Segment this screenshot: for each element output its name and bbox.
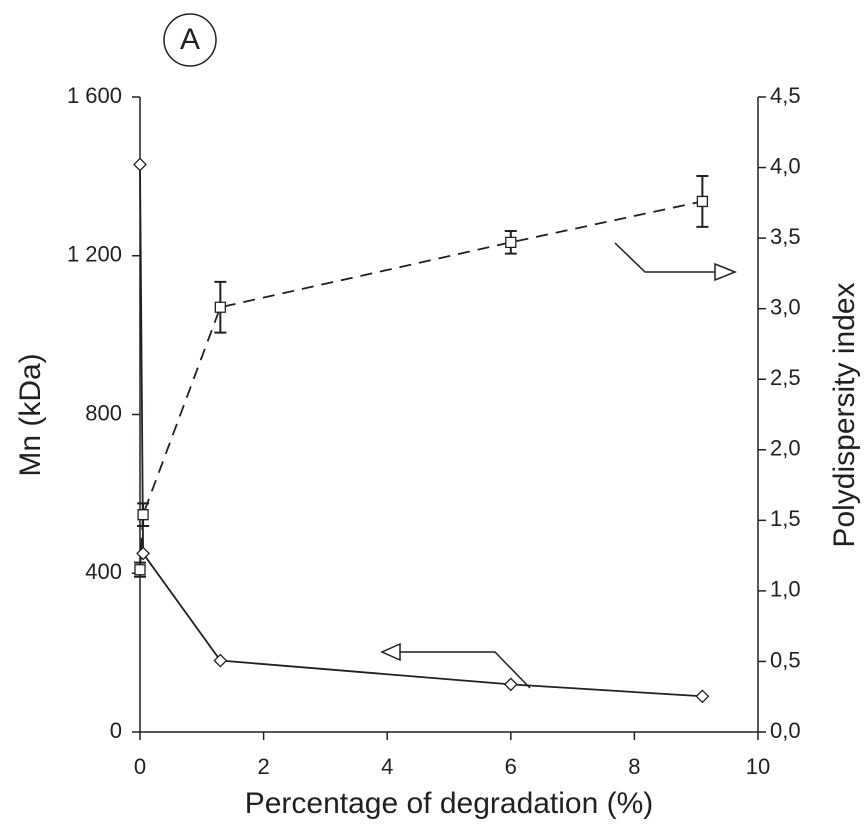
marker — [137, 509, 149, 521]
y2-tick-label: 0,5 — [770, 647, 801, 672]
arrow-left-head — [380, 642, 401, 662]
y-tick-label: 1 200 — [67, 242, 122, 267]
y2-tick-label: 1,0 — [770, 577, 801, 602]
y-axis-title: Mn (kDa) — [14, 353, 47, 476]
series-line — [139, 200, 703, 570]
x-tick-label: 4 — [381, 754, 393, 779]
arrow-left-line — [400, 651, 531, 689]
y2-tick-label: 3,0 — [770, 294, 801, 319]
y2-tick-label: 4,0 — [770, 153, 801, 178]
marker — [505, 236, 517, 248]
y2-tick-label: 4,5 — [770, 83, 801, 108]
y2-tick-label: 1,5 — [770, 506, 801, 531]
x-tick-label: 2 — [257, 754, 269, 779]
y-tick-label: 800 — [85, 400, 122, 425]
annotation-arrows — [380, 242, 738, 689]
x-tick-label: 8 — [628, 754, 640, 779]
x-tick-label: 6 — [505, 754, 517, 779]
arrow-right-line — [614, 242, 715, 273]
y2-axis-title: Polydispersity index — [828, 282, 861, 547]
panel-circle — [163, 13, 217, 67]
y2-tick-label: 2,5 — [770, 365, 801, 390]
marker — [134, 564, 146, 576]
marker — [214, 301, 226, 313]
marker — [136, 546, 151, 561]
marker — [695, 689, 710, 704]
y2-tick-label: 0,0 — [770, 718, 801, 743]
arrow-right-head — [714, 262, 738, 282]
y-tick-label: 1 600 — [67, 83, 122, 108]
y-tick-label: 400 — [85, 559, 122, 584]
panel-label: A — [180, 23, 200, 56]
marker — [696, 195, 709, 208]
marker — [503, 677, 518, 692]
x-tick-label: 0 — [134, 754, 146, 779]
marker — [213, 653, 228, 668]
y-tick-label: 0 — [110, 718, 122, 743]
y2-tick-label: 3,5 — [770, 224, 801, 249]
x-axis-title: Percentage of degradation (%) — [245, 787, 654, 820]
marker — [133, 157, 147, 172]
y2-tick-label: 2,0 — [770, 436, 801, 461]
x-tick-label: 10 — [746, 754, 770, 779]
series-line — [139, 164, 703, 698]
